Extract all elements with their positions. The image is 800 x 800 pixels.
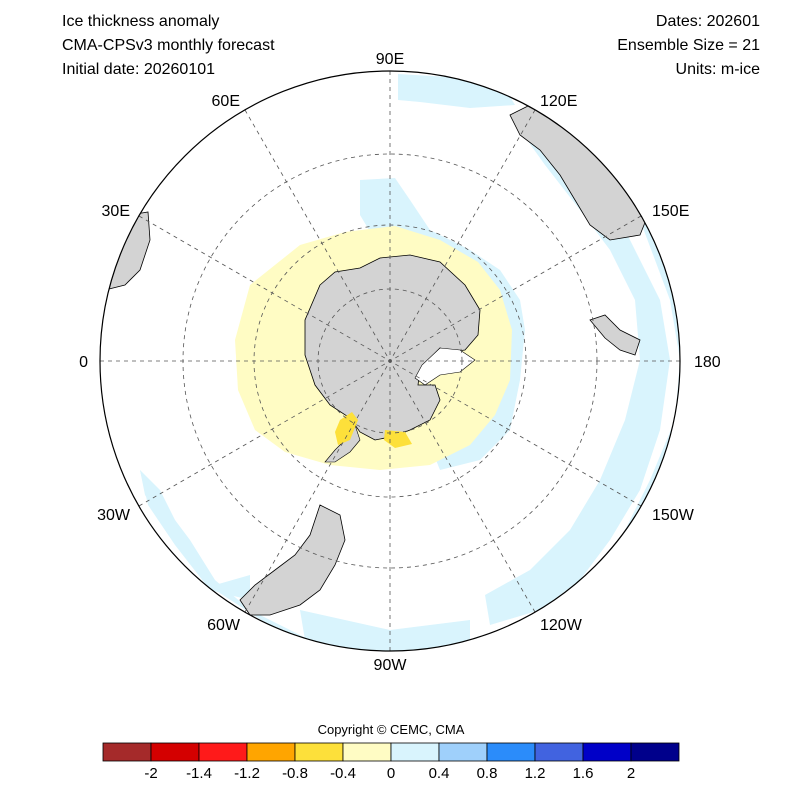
legend-tick-label: 0.4 — [429, 765, 450, 782]
outer-ice-anomaly-ring — [300, 610, 470, 651]
legend-swatch — [486, 742, 536, 762]
header-left: Ice thickness anomaly CMA-CPSv3 monthly … — [62, 10, 275, 82]
forecast-dates: Dates: 202601 — [655, 13, 760, 30]
legend-tick-label: 1.6 — [573, 765, 594, 782]
lon-label-30e: 30E — [102, 203, 130, 220]
map-boundary — [99, 70, 681, 652]
legend-tick-label: -1.2 — [234, 765, 260, 782]
ensemble-size: Ensemble Size = 21 — [617, 37, 760, 54]
legend-swatch — [294, 742, 344, 762]
australia-land — [509, 99, 651, 241]
outer-ice-anomaly-ring — [140, 470, 250, 600]
lon-label-0: 0 — [79, 354, 88, 371]
model-name: CMA-CPSv3 monthly forecast — [62, 37, 275, 54]
negative-anomaly-patch — [384, 430, 412, 448]
legend-tick-label: 0.8 — [477, 765, 498, 782]
lon-label-150e: 150E — [652, 203, 689, 220]
header-right: Dates: 202601 Ensemble Size = 21 Units: … — [617, 10, 760, 82]
legend-swatch — [198, 742, 248, 762]
legend-boxes — [102, 742, 680, 762]
lon-label-90w: 90W — [374, 657, 408, 674]
lon-label-60w: 60W — [207, 617, 241, 634]
new-zealand-land — [589, 314, 641, 356]
color-legend: -2 -1.4 -1.2 -0.8 -0.4 0 0.4 0.8 1.2 1.6 2 — [102, 742, 680, 782]
map-content — [100, 71, 680, 651]
legend-swatch — [342, 742, 392, 762]
inner-ice-anomaly-ring — [360, 178, 525, 470]
negative-anomaly-patch — [335, 412, 358, 445]
legend-ticks: -2 -1.4 -1.2 -0.8 -0.4 0 0.4 0.8 1.2 1.6 2 — [144, 765, 635, 782]
outer-ice-anomaly-ring — [485, 130, 670, 625]
initial-date: Initial date: 20260101 — [62, 61, 216, 78]
lon-label-150w: 150W — [652, 507, 695, 524]
legend-swatch — [630, 742, 680, 762]
africa-land — [100, 211, 151, 291]
map-title: Ice thickness anomaly — [62, 13, 220, 30]
legend-swatch — [534, 742, 584, 762]
copyright-notice: Copyright © CEMC, CMA — [317, 722, 465, 737]
legend-tick-label: -0.4 — [330, 765, 356, 782]
legend-swatch — [390, 742, 440, 762]
legend-tick-label: -1.4 — [186, 765, 212, 782]
south-america-land — [239, 504, 346, 616]
legend-swatch — [150, 742, 200, 762]
legend-swatch — [582, 742, 632, 762]
lon-label-120e: 120E — [540, 93, 577, 110]
lon-label-30w: 30W — [97, 507, 131, 524]
legend-tick-label: 1.2 — [525, 765, 546, 782]
ross-ice-shelf — [414, 347, 476, 386]
graticule — [100, 71, 680, 651]
legend-swatch — [102, 742, 152, 762]
polar-map: 90E 120E 150E 180 150W 120W 90W 60W 30W … — [79, 51, 721, 674]
legend-swatch — [246, 742, 296, 762]
legend-tick-label: -2 — [144, 765, 157, 782]
legend-tick-label: 0 — [387, 765, 395, 782]
units: Units: m-ice — [675, 61, 760, 78]
legend-tick-label: -0.8 — [282, 765, 308, 782]
legend-tick-label: 2 — [627, 765, 635, 782]
legend-swatch — [438, 742, 488, 762]
lon-label-120w: 120W — [540, 617, 583, 634]
lon-label-180: 180 — [694, 354, 721, 371]
lon-label-90e: 90E — [376, 51, 404, 68]
lon-label-60e: 60E — [212, 93, 240, 110]
